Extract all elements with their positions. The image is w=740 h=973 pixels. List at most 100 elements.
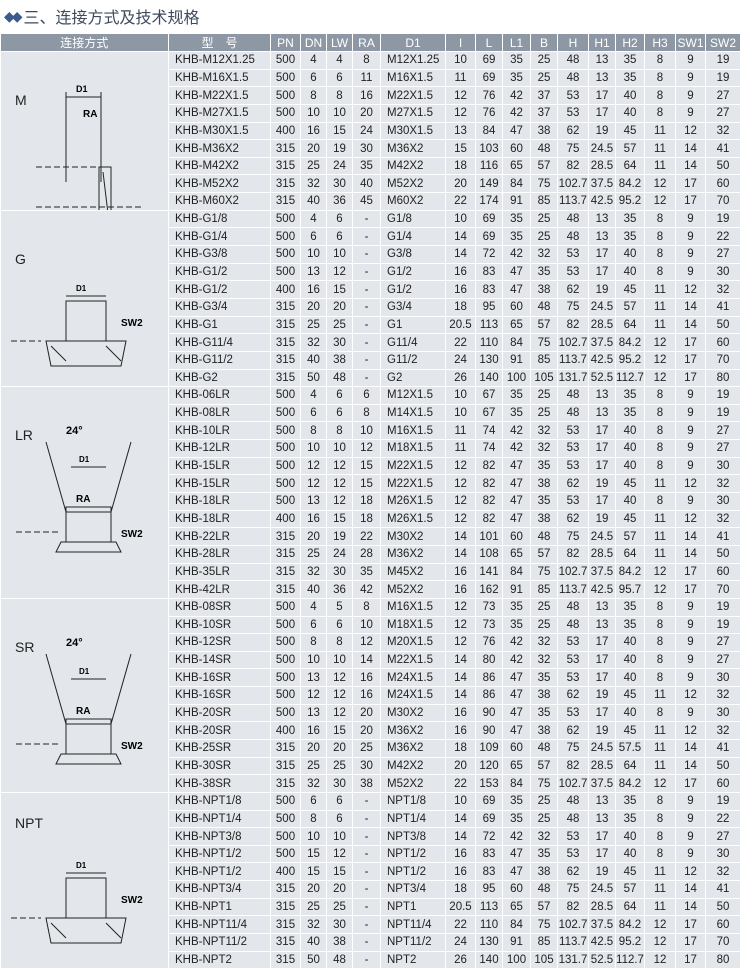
spec-cell: 75 [557,738,589,758]
spec-cell: 13 [588,227,616,247]
spec-cell: 41 [705,297,740,317]
spec-cell: 22 [445,333,476,352]
spec-cell: M26X1.5 [380,492,446,511]
spec-cell: 48 [557,51,589,70]
spec-cell: 19 [326,139,353,158]
spec-cell: 10 [326,439,353,458]
spec-cell: 84 [502,774,531,793]
spec-cell: 14 [445,668,476,688]
spec-cell: 47 [502,509,531,529]
model-cell: KHB-NPT2 [168,950,271,970]
spec-cell: 8 [644,650,676,670]
spec-cell: 32 [300,915,327,935]
spec-cell: 40 [615,844,645,864]
table-row: KHB-12SR 500 8 8 12 M20X1.5 12 76 42 32 53 17 40 8 9 27 [1,633,740,652]
spec-cell: NPT1/4 [380,809,446,829]
spec-cell: 315 [270,915,301,935]
column-header: H3 [644,34,676,52]
table-row: KHB-G11/4 315 32 30- G11/4 22 110 84 75 102.7 37.5… [1,333,740,352]
spec-cell: 40 [300,192,327,211]
model-cell: KHB-NPT11/4 [168,915,271,935]
spec-cell: M22X1.5 [380,474,446,494]
spec-cell: 10 [352,421,381,441]
spec-cell: M36X2 [380,738,446,758]
spec-cell: 82 [557,156,589,176]
spec-cell: 20 [352,703,381,723]
spec-cell: 57 [615,139,645,158]
spec-cell: 9 [675,633,706,652]
spec-cell: 6 [326,227,353,247]
spec-cell: 25 [352,738,381,758]
spec-cell: 12 [675,862,706,882]
spec-cell: 8 [644,51,676,70]
spec-cell: 6 [300,227,327,247]
spec-cell: 12 [445,615,476,635]
spec-cell: 15 [326,509,353,529]
spec-cell: M52X2 [380,774,446,793]
spec-cell: 20 [352,721,381,740]
spec-cell: 42 [502,103,531,123]
spec-cell: 50 [705,315,740,335]
table-row: KHB-30SR 315 25 25 30 M42X2 20 120 65 57 82 28.5 64 1… [1,756,740,776]
spec-cell: 14 [675,880,706,899]
spec-cell: 82 [475,509,503,529]
spec-cell: 32 [530,439,558,458]
spec-cell: 19 [588,280,616,299]
spec-cell: G1/2 [380,280,446,299]
spec-cell: - [352,227,381,247]
spec-cell: 48 [326,950,353,970]
model-cell: KHB-18LR [168,492,271,511]
spec-cell: 17 [675,562,706,582]
spec-cell: 84.2 [615,174,645,194]
spec-cell: 85 [530,192,558,211]
spec-cell: 64 [615,544,645,564]
spec-cell: 25 [326,315,353,335]
model-cell: KHB-G11/2 [168,350,271,370]
spec-cell: 57 [530,897,558,917]
spec-cell: 15 [300,862,327,882]
spec-cell: 22 [705,227,740,247]
spec-cell: 8 [644,68,676,88]
spec-cell: 10 [300,827,327,846]
spec-cell: 17 [588,456,616,476]
spec-cell: 13 [300,668,327,688]
spec-cell: 105 [530,950,558,970]
spec-cell: 27 [705,421,740,441]
spec-cell: 113.7 [557,350,589,370]
spec-cell: 30 [705,668,740,688]
spec-cell: 500 [270,439,301,458]
spec-cell: 53 [557,456,589,476]
spec-cell: M42X2 [380,156,446,176]
spec-cell: 400 [270,121,301,141]
spec-cell: 30 [705,844,740,864]
spec-cell: 15 [326,280,353,299]
spec-cell: 84.2 [615,774,645,793]
spec-cell: 85 [530,580,558,599]
spec-cell: 10 [445,403,476,423]
spec-cell: 41 [705,738,740,758]
spec-cell: 9 [675,615,706,635]
spec-cell: 48 [557,68,589,88]
spec-cell: 20 [445,174,476,194]
spec-cell: 47 [502,862,531,882]
spec-cell: 60 [502,527,531,546]
spec-cell: 8 [644,103,676,123]
spec-cell: 45 [615,509,645,529]
spec-cell: 17 [675,368,706,388]
spec-cell: 18 [352,509,381,529]
spec-cell: 60 [705,562,740,582]
spec-cell: - [352,915,381,935]
model-cell: KHB-38SR [168,774,271,793]
spec-cell: M22X1.5 [380,650,446,670]
spec-cell: M60X2 [380,192,446,211]
spec-cell: 45 [615,474,645,494]
model-cell: KHB-25SR [168,738,271,758]
spec-cell: 35 [530,262,558,282]
spec-cell: 47 [502,262,531,282]
spec-cell: 84 [502,915,531,935]
spec-cell: 65 [502,544,531,564]
section-title-text: 三、连接方式及技术规格 [23,10,200,27]
spec-cell: 19 [705,386,740,405]
spec-cell: 28.5 [588,156,616,176]
spec-cell: 15 [352,474,381,494]
